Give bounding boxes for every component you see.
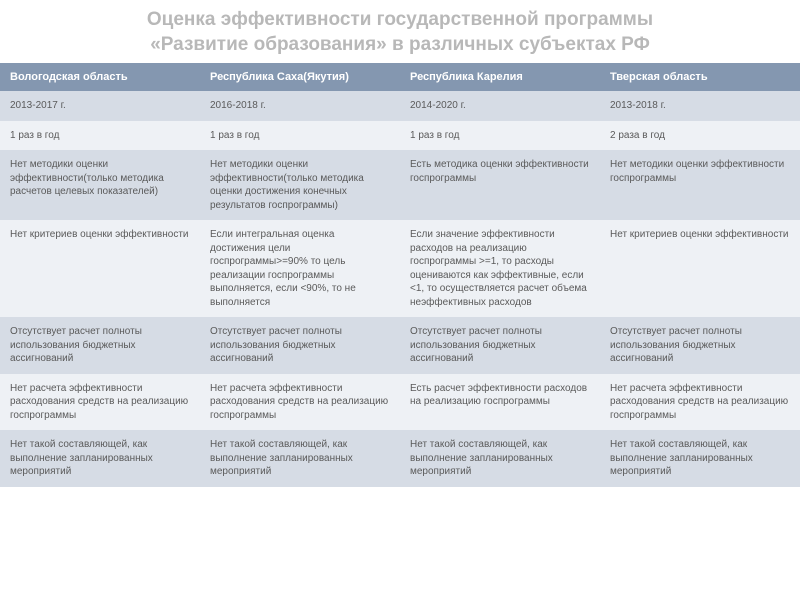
col-header: Республика Саха(Якутия) [200,63,400,91]
page-title: Оценка эффективности государственной про… [0,0,800,63]
table-row: Отсутствует расчет полноты использования… [0,317,800,374]
table-cell: Если значение эффективности расходов на … [400,220,600,317]
col-header: Вологодская область [0,63,200,91]
title-line-2: «Развитие образования» в различных субъе… [150,34,650,55]
title-line-1: Оценка эффективности государственной про… [147,9,653,30]
table-cell: Нет такой составляющей, как выполнение з… [600,430,800,487]
table-cell: Есть методика оценки эффективности госпр… [400,150,600,220]
table-cell: 2013-2017 г. [0,91,200,121]
table-cell: Есть расчет эффективности расходов на ре… [400,374,600,431]
table-cell: 1 раз в год [400,121,600,151]
table-cell: Нет такой составляющей, как выполнение з… [400,430,600,487]
table-cell: Нет расчета эффективности расходования с… [600,374,800,431]
table-row: 1 раз в год1 раз в год1 раз в год2 раза … [0,121,800,151]
table-cell: Нет такой составляющей, как выполнение з… [0,430,200,487]
table-header-row: Вологодская область Республика Саха(Якут… [0,63,800,91]
table-cell: 2 раза в год [600,121,800,151]
table-cell: 1 раз в год [0,121,200,151]
table-cell: 2014-2020 г. [400,91,600,121]
comparison-table: Вологодская область Республика Саха(Якут… [0,63,800,487]
table-cell: Нет такой составляющей, как выполнение з… [200,430,400,487]
table-cell: Отсутствует расчет полноты использования… [0,317,200,374]
table-cell: Нет методики оценки эффективности госпро… [600,150,800,220]
table-cell: 1 раз в год [200,121,400,151]
table-body: 2013-2017 г.2016-2018 г.2014-2020 г.2013… [0,91,800,487]
table-cell: Отсутствует расчет полноты использования… [600,317,800,374]
table-cell: Нет критериев оценки эффективности [600,220,800,317]
table-cell: Отсутствует расчет полноты использования… [400,317,600,374]
table-row: Нет такой составляющей, как выполнение з… [0,430,800,487]
table-row: 2013-2017 г.2016-2018 г.2014-2020 г.2013… [0,91,800,121]
table-cell: Нет критериев оценки эффективности [0,220,200,317]
table-cell: Нет методики оценки эффективности(только… [200,150,400,220]
table-cell: Нет расчета эффективности расходования с… [200,374,400,431]
table-cell: Нет расчета эффективности расходования с… [0,374,200,431]
table-row: Нет расчета эффективности расходования с… [0,374,800,431]
col-header: Республика Карелия [400,63,600,91]
col-header: Тверская область [600,63,800,91]
table-cell: Нет методики оценки эффективности(только… [0,150,200,220]
table-cell: 2013-2018 г. [600,91,800,121]
table-cell: Если интегральная оценка достижения цели… [200,220,400,317]
table-row: Нет критериев оценки эффективностиЕсли и… [0,220,800,317]
table-row: Нет методики оценки эффективности(только… [0,150,800,220]
table-cell: 2016-2018 г. [200,91,400,121]
table-cell: Отсутствует расчет полноты использования… [200,317,400,374]
